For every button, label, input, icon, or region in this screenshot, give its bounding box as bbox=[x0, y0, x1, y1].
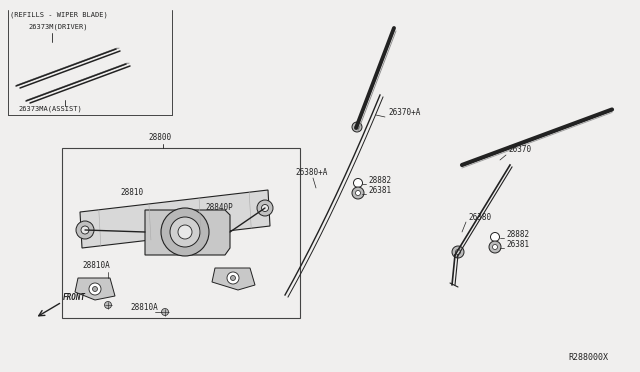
Text: 28810: 28810 bbox=[120, 188, 143, 197]
Circle shape bbox=[493, 244, 497, 250]
Text: 26370: 26370 bbox=[508, 145, 531, 154]
Polygon shape bbox=[145, 210, 230, 255]
Text: (REFILLS - WIPER BLADE): (REFILLS - WIPER BLADE) bbox=[10, 11, 108, 17]
Text: 28800: 28800 bbox=[148, 133, 171, 142]
Text: 26370+A: 26370+A bbox=[388, 108, 420, 117]
Circle shape bbox=[452, 246, 464, 258]
Text: 28810A: 28810A bbox=[130, 303, 157, 312]
Polygon shape bbox=[75, 278, 115, 300]
Circle shape bbox=[104, 301, 111, 308]
Text: FRONT: FRONT bbox=[63, 293, 86, 302]
Circle shape bbox=[76, 221, 94, 239]
Text: 28810A: 28810A bbox=[82, 261, 109, 270]
Circle shape bbox=[230, 276, 236, 280]
Text: 28882: 28882 bbox=[368, 176, 391, 185]
Text: 28882: 28882 bbox=[506, 230, 529, 239]
Circle shape bbox=[355, 125, 359, 129]
Circle shape bbox=[352, 187, 364, 199]
Text: R288000X: R288000X bbox=[568, 353, 608, 362]
Text: 26373M(DRIVER): 26373M(DRIVER) bbox=[28, 23, 88, 29]
Circle shape bbox=[170, 217, 200, 247]
Circle shape bbox=[93, 286, 97, 292]
Text: 26381: 26381 bbox=[368, 186, 391, 195]
Circle shape bbox=[161, 208, 209, 256]
Circle shape bbox=[178, 225, 192, 239]
Text: 26380+A: 26380+A bbox=[295, 168, 328, 177]
Circle shape bbox=[489, 241, 501, 253]
Circle shape bbox=[352, 122, 362, 132]
Text: 26380: 26380 bbox=[468, 213, 491, 222]
Polygon shape bbox=[80, 190, 270, 248]
Circle shape bbox=[355, 190, 360, 196]
Polygon shape bbox=[212, 268, 255, 290]
Circle shape bbox=[262, 205, 269, 212]
Circle shape bbox=[227, 272, 239, 284]
Text: 28840P: 28840P bbox=[205, 203, 233, 212]
Circle shape bbox=[456, 250, 461, 254]
Circle shape bbox=[89, 283, 101, 295]
Circle shape bbox=[257, 200, 273, 216]
Circle shape bbox=[161, 308, 168, 315]
Circle shape bbox=[490, 232, 499, 241]
Circle shape bbox=[81, 226, 89, 234]
Text: 26381: 26381 bbox=[506, 240, 529, 249]
Circle shape bbox=[353, 179, 362, 187]
Text: 26373MA(ASSIST): 26373MA(ASSIST) bbox=[18, 105, 82, 112]
